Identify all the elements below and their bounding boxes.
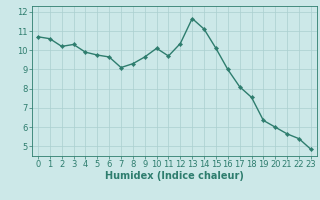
X-axis label: Humidex (Indice chaleur): Humidex (Indice chaleur) bbox=[105, 171, 244, 181]
